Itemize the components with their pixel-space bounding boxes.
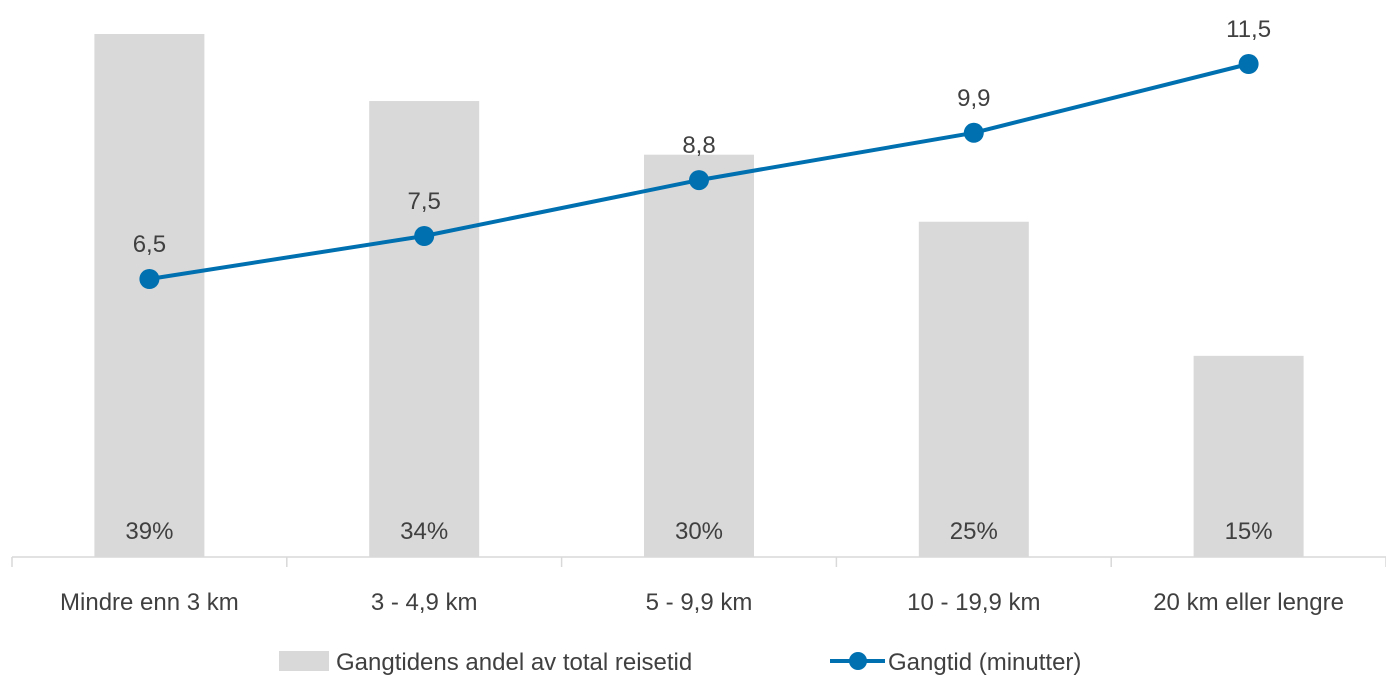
- line-point: [963, 122, 984, 143]
- line-data-label: 8,8: [682, 132, 715, 159]
- legend-bar-swatch: [279, 651, 329, 671]
- bar-data-label: 39%: [125, 518, 173, 545]
- x-tick-label: 3 - 4,9 km: [371, 589, 478, 616]
- line-point: [139, 269, 160, 289]
- line-data-label: 11,5: [1226, 16, 1271, 43]
- x-tick-label: Mindre enn 3 km: [60, 589, 239, 616]
- line-point: [689, 170, 709, 191]
- line-data-label: 7,5: [408, 188, 441, 215]
- x-tick-label: 5 - 9,9 km: [646, 589, 753, 616]
- bar: [644, 154, 754, 557]
- bar-data-label: 34%: [400, 518, 448, 545]
- line-data-label: 9,9: [957, 85, 990, 112]
- bar-data-label: 25%: [950, 518, 998, 545]
- legend-line-marker: [849, 652, 867, 670]
- x-tick-label: 10 - 19,9 km: [907, 589, 1040, 616]
- bar: [918, 221, 1029, 557]
- legend-line-label: Gangtid (minutter): [888, 649, 1081, 675]
- legend: Gangtidens andel av total reisetid Gangt…: [279, 649, 1081, 675]
- bar: [94, 34, 205, 557]
- bar: [1193, 355, 1304, 557]
- legend-bar-label: Gangtidens andel av total reisetid: [336, 649, 692, 675]
- bar-data-label: 30%: [675, 518, 723, 545]
- bar-data-label: 15%: [1225, 518, 1273, 545]
- x-tick-label: 20 km eller lengre: [1153, 589, 1344, 616]
- bar-series: 39% 34% 30% 25% 15%: [94, 34, 1304, 558]
- line-point: [1238, 54, 1259, 74]
- line-data-label: 6,5: [133, 231, 166, 258]
- line-point: [414, 226, 435, 246]
- line-series: 6,5 7,5 8,8 9,9 11,5: [133, 16, 1271, 289]
- x-axis: Mindre enn 3 km 3 - 4,9 km 5 - 9,9 km 10 - …: [11, 556, 1386, 616]
- bar: [369, 101, 480, 558]
